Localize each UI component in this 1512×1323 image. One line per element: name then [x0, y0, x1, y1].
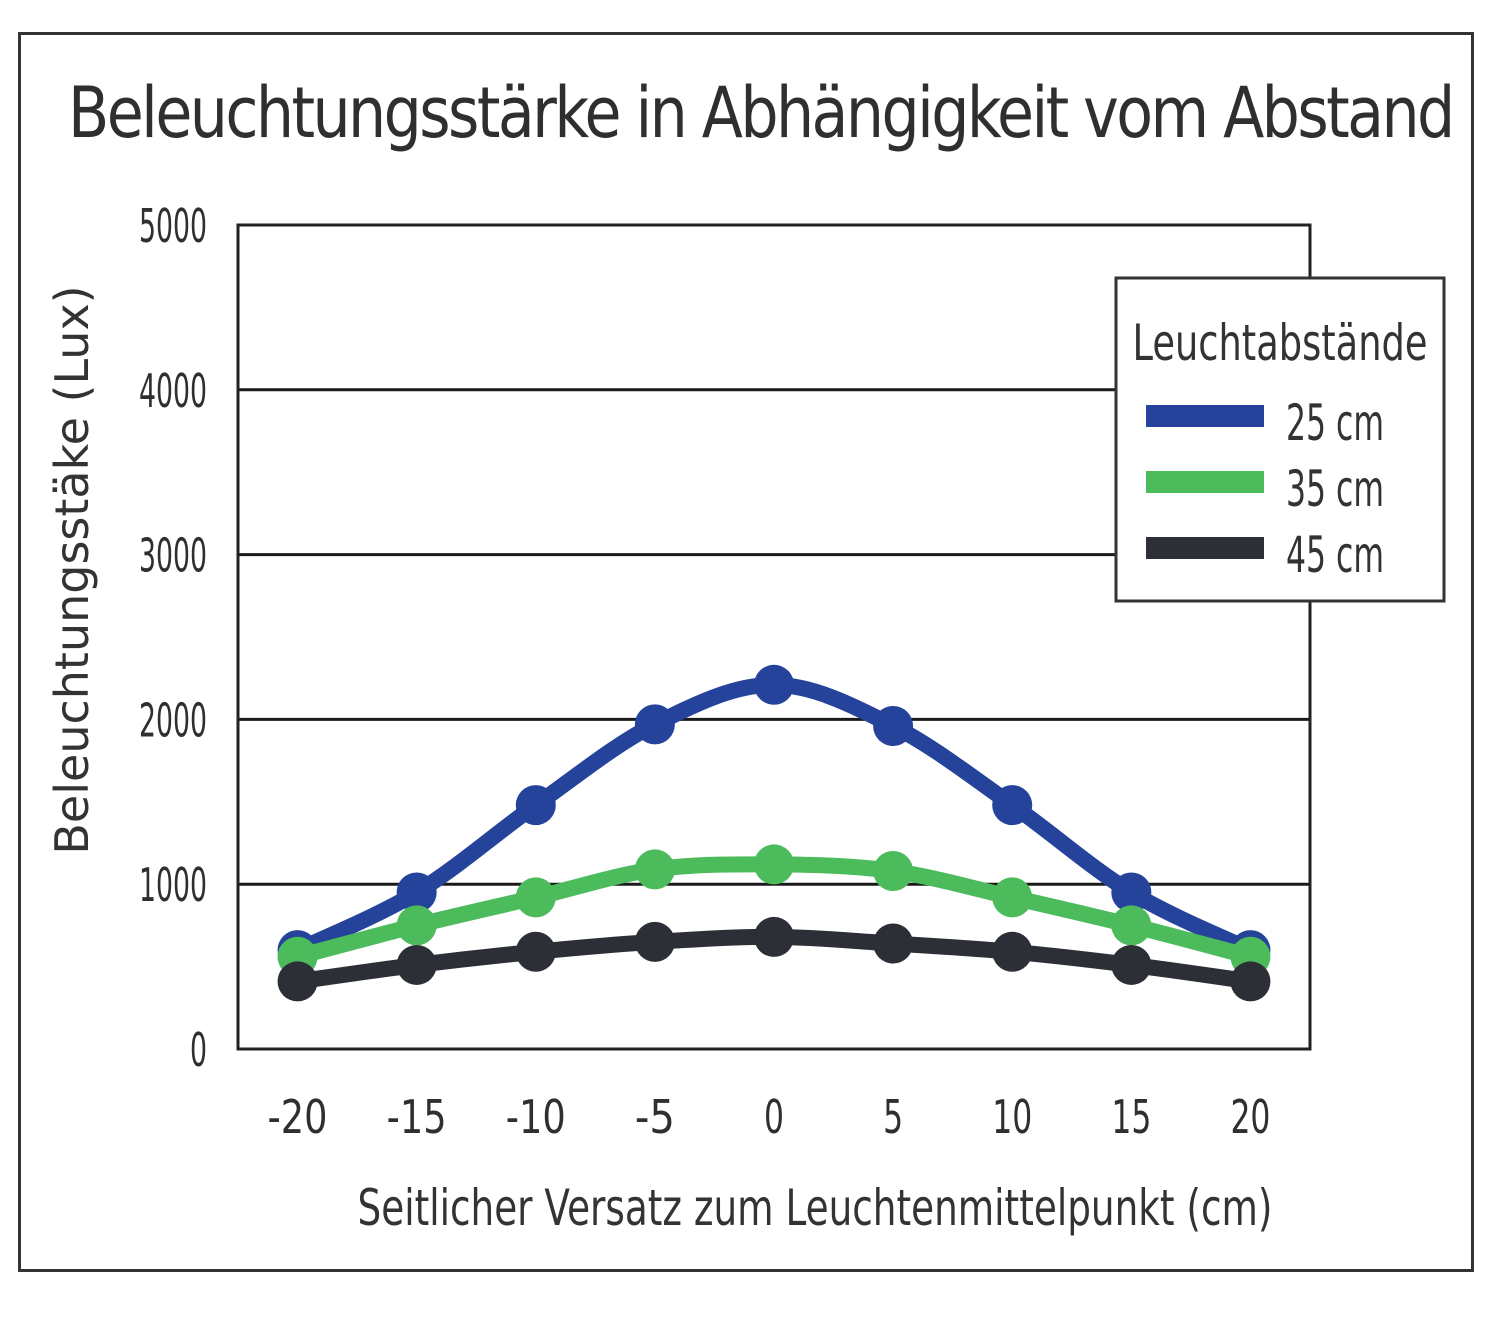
- data-point: [515, 931, 556, 972]
- x-axis-ticks: -20 -15 -10 -5 0 5 10 15 20: [268, 1090, 1271, 1144]
- y-tick-label: 0: [190, 1023, 207, 1077]
- x-tick-label: -15: [387, 1090, 447, 1144]
- x-tick-label: 20: [1230, 1090, 1270, 1144]
- data-point: [1111, 905, 1152, 946]
- y-tick-label: 5000: [139, 199, 207, 253]
- y-tick-label: 4000: [139, 364, 207, 418]
- x-tick-label: 5: [883, 1090, 903, 1144]
- data-point: [992, 931, 1033, 972]
- legend: Leuchtabstände 25 cm 35 cm 45 cm: [1114, 276, 1446, 603]
- data-point: [754, 844, 794, 885]
- x-tick-label: -20: [268, 1090, 328, 1144]
- data-point: [754, 664, 794, 705]
- data-point: [992, 785, 1033, 826]
- x-tick-label: 10: [992, 1090, 1032, 1144]
- y-tick-label: 3000: [139, 529, 207, 583]
- data-point: [1111, 872, 1152, 913]
- data-point: [992, 877, 1033, 918]
- x-tick-label: 0: [764, 1090, 784, 1144]
- x-tick-label: 15: [1111, 1090, 1151, 1144]
- y-tick-label: 1000: [139, 858, 207, 912]
- data-point: [515, 877, 556, 918]
- y-axis-title: Beleuchtungsstäke (Lux): [45, 285, 99, 854]
- data-point: [396, 944, 437, 985]
- data-point: [634, 704, 675, 745]
- data-point: [873, 705, 914, 746]
- data-point: [396, 905, 437, 946]
- legend-entries: 25 cm 35 cm 45 cm: [1146, 394, 1384, 584]
- x-tick-label: -5: [635, 1090, 675, 1144]
- data-point: [873, 923, 914, 964]
- y-axis-ticks: 0 1000 2000 3000 4000 5000: [139, 199, 207, 1077]
- data-point: [515, 785, 556, 826]
- series-line: [289, 676, 1259, 959]
- chart-frame: [18, 32, 1474, 1272]
- series-35-cm: [277, 844, 1271, 977]
- data-point: [396, 872, 437, 913]
- data-point: [277, 961, 318, 1002]
- legend-label: 25 cm: [1286, 394, 1384, 452]
- data-point: [1230, 961, 1271, 1002]
- data-point: [1111, 944, 1152, 985]
- series-layer: [277, 664, 1271, 1002]
- series-45-cm: [277, 916, 1271, 1002]
- data-point: [754, 916, 794, 957]
- x-tick-label: -10: [506, 1090, 566, 1144]
- x-axis-title: Seitlicher Versatz zum Leuchtenmittelpun…: [358, 1179, 1273, 1237]
- legend-label: 45 cm: [1286, 526, 1384, 584]
- legend-title: Leuchtabstände: [1133, 314, 1428, 372]
- data-point: [873, 851, 914, 892]
- data-point: [634, 849, 675, 890]
- legend-label: 35 cm: [1286, 460, 1384, 518]
- data-point: [634, 921, 675, 962]
- y-tick-label: 2000: [139, 693, 207, 747]
- plot-area: [236, 223, 1312, 1051]
